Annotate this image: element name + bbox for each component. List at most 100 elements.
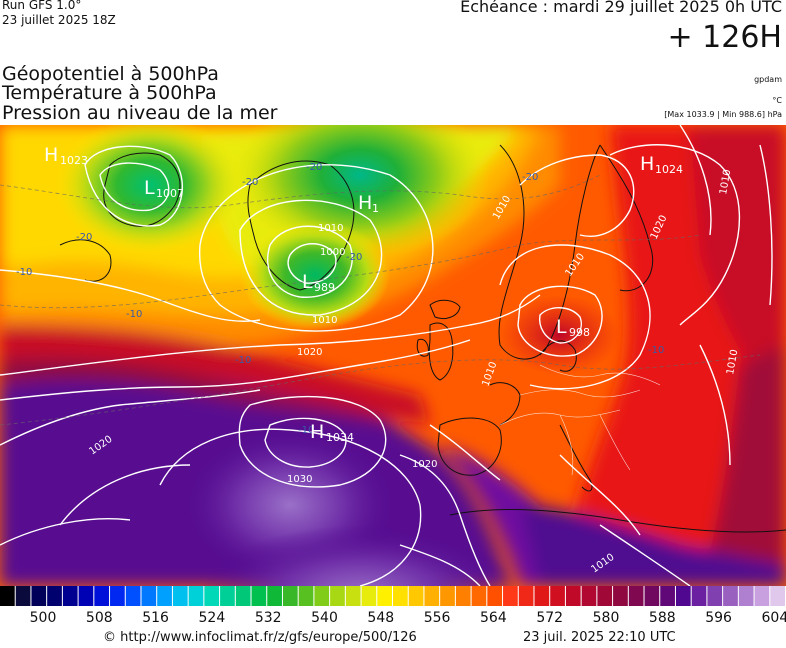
- color-scale-tick: 532: [254, 610, 282, 626]
- color-scale-swatch: [157, 586, 172, 606]
- color-scale-swatch: [125, 586, 141, 606]
- isobar-label: 1010: [718, 169, 733, 196]
- svg-text:1023: 1023: [60, 154, 88, 167]
- low-pressure-center: L 1007: [144, 177, 184, 200]
- svg-text:H: H: [44, 144, 58, 166]
- color-scale-swatch: [15, 586, 31, 606]
- color-scale-swatch: [550, 586, 565, 606]
- color-scale-swatch: [424, 586, 440, 606]
- color-scale-tick: 548: [367, 610, 395, 626]
- svg-text:L: L: [144, 177, 155, 199]
- color-scale-swatch: [565, 586, 581, 606]
- color-scale-swatch: [0, 586, 15, 606]
- color-scale-swatch: [628, 586, 644, 606]
- run-label: Run GFS 1.0°: [2, 0, 82, 12]
- color-scale-tick: 556: [423, 610, 451, 626]
- color-scale-swatch: [691, 586, 707, 606]
- color-scale-swatch: [62, 586, 78, 606]
- color-scale-swatch: [440, 586, 455, 606]
- color-scale-swatch: [141, 586, 157, 606]
- temperature-label: -10: [235, 355, 251, 366]
- color-scale-swatch: [235, 586, 251, 606]
- color-scale-swatch: [314, 586, 330, 606]
- color-scale-tick: 588: [648, 610, 676, 626]
- unit-temperature: °C: [772, 96, 782, 105]
- color-scale-swatch: [455, 586, 471, 606]
- color-scale-swatch: [330, 586, 345, 606]
- color-scale-tick: 540: [311, 610, 338, 626]
- color-scale-swatch: [534, 586, 550, 606]
- isobar-label: 1030: [287, 474, 312, 485]
- svg-text:1007: 1007: [156, 187, 184, 200]
- credit-url: © http://www.infoclimat.fr/z/gfs/europe/…: [103, 630, 417, 645]
- forecast-lead-time: + 126H: [667, 20, 783, 55]
- color-scale-swatch: [94, 586, 110, 606]
- color-scale-swatch: [408, 586, 424, 606]
- color-scale-swatch: [660, 586, 675, 606]
- temperature-label: -10: [16, 267, 32, 278]
- color-scale-swatch: [267, 586, 282, 606]
- color-scale: [0, 586, 785, 606]
- pressure-range: [Max 1033.9 | Min 988.6] hPa: [664, 110, 782, 119]
- svg-text:998: 998: [569, 326, 590, 339]
- color-scale-swatch: [738, 586, 754, 606]
- color-scale-swatch: [754, 586, 770, 606]
- isobar-label: 1020: [412, 459, 437, 470]
- parameter-pressure: Pression au niveau de la mer: [2, 102, 278, 124]
- forecast-map: -20 -20 -20 -20 -20 -10 -10 -10 -10 -10 …: [0, 125, 786, 586]
- parameter-geopotential: Géopotentiel à 500hPa: [2, 63, 219, 85]
- svg-text:989: 989: [314, 281, 335, 294]
- isobar-label: 1010: [318, 223, 343, 234]
- temperature-label: -10: [648, 345, 664, 356]
- color-scale-swatch: [251, 586, 267, 606]
- svg-text:H: H: [358, 192, 372, 214]
- temperature-label: -20: [522, 172, 538, 183]
- generation-time: 23 juil. 2025 22:10 UTC: [523, 630, 676, 645]
- color-scale-swatch: [282, 586, 298, 606]
- color-scale-tick: 604: [761, 610, 786, 626]
- svg-text:L: L: [302, 271, 313, 293]
- high-pressure-center: H 1024: [640, 153, 683, 176]
- color-scale-tick: 580: [592, 610, 620, 626]
- color-scale-swatch: [172, 586, 188, 606]
- color-scale-swatch: [597, 586, 613, 606]
- color-scale-swatch: [770, 586, 785, 606]
- low-pressure-center: L 989: [302, 271, 335, 294]
- color-scale-swatch: [188, 586, 204, 606]
- run-date: 23 juillet 2025 18Z: [2, 13, 116, 27]
- color-scale-swatch: [487, 586, 503, 606]
- color-scale-swatch: [503, 586, 518, 606]
- svg-text:H: H: [310, 421, 324, 443]
- color-scale-swatch: [675, 586, 691, 606]
- temperature-label: -20: [346, 252, 362, 263]
- color-scale-swatch: [361, 586, 377, 606]
- color-scale-swatch: [471, 586, 487, 606]
- svg-text:1024: 1024: [655, 163, 683, 176]
- color-scale-swatch: [47, 586, 62, 606]
- svg-text:1034: 1034: [326, 431, 354, 444]
- color-scale-swatch: [345, 586, 361, 606]
- isobar-label: 1020: [297, 347, 322, 358]
- svg-text:L: L: [556, 316, 567, 338]
- unit-geopotential: gpdam: [754, 75, 782, 84]
- color-scale-tick: 572: [536, 610, 564, 626]
- color-scale-swatch: [110, 586, 125, 606]
- svg-text:H: H: [640, 153, 654, 175]
- color-scale-swatch: [613, 586, 628, 606]
- color-scale-swatch: [393, 586, 408, 606]
- color-scale-swatch: [377, 586, 392, 606]
- parameter-temperature: Température à 500hPa: [2, 82, 217, 104]
- high-pressure-center: H 1: [358, 192, 379, 215]
- color-scale-swatch: [31, 586, 47, 606]
- color-scale-swatch: [204, 586, 220, 606]
- color-scale-swatch: [644, 586, 660, 606]
- temperature-label: -20: [242, 177, 258, 188]
- isobar-label: 1000: [320, 247, 345, 258]
- temperature-label: -20: [306, 162, 322, 173]
- color-scale-swatch: [723, 586, 738, 606]
- color-scale-swatch: [518, 586, 534, 606]
- color-scale-tick: 596: [705, 610, 732, 626]
- color-scale-tick: 524: [198, 610, 226, 626]
- color-scale-swatch: [298, 586, 314, 606]
- color-scale-tick: 508: [85, 610, 113, 626]
